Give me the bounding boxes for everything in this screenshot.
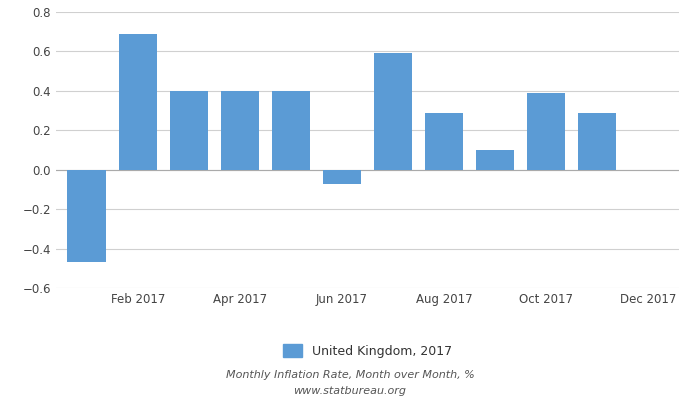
Bar xyxy=(169,91,208,170)
Bar xyxy=(527,93,566,170)
Bar xyxy=(578,112,617,170)
Bar xyxy=(374,54,412,170)
Bar xyxy=(67,170,106,262)
Bar xyxy=(118,34,157,170)
Bar xyxy=(323,170,361,184)
Legend: United Kingdom, 2017: United Kingdom, 2017 xyxy=(283,344,452,358)
Text: Monthly Inflation Rate, Month over Month, %: Monthly Inflation Rate, Month over Month… xyxy=(225,370,475,380)
Bar xyxy=(272,91,310,170)
Bar xyxy=(425,112,463,170)
Text: www.statbureau.org: www.statbureau.org xyxy=(293,386,407,396)
Bar xyxy=(476,150,514,170)
Bar xyxy=(220,91,259,170)
